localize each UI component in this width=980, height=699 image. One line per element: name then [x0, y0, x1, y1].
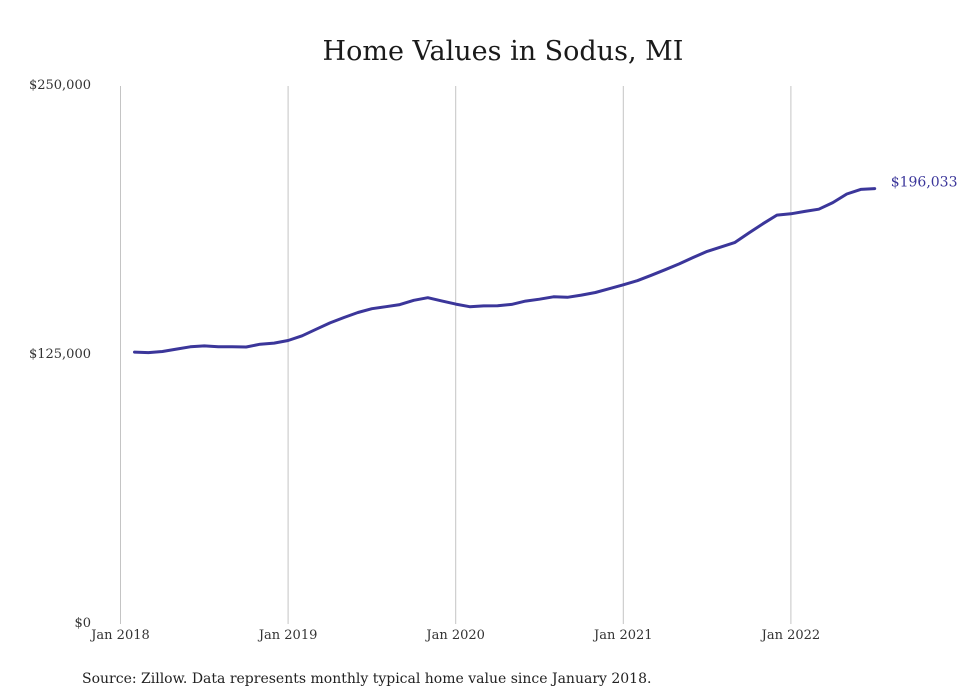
vertical-gridlines — [120, 86, 792, 624]
x-tick-label: Jan 2019 — [257, 628, 318, 643]
y-axis-ticks: $0 $125,000 $250,000 — [29, 78, 91, 631]
source-note: Source: Zillow. Data represents monthly … — [82, 671, 651, 687]
x-tick-label: Jan 2022 — [760, 628, 821, 643]
x-tick-label: Jan 2020 — [424, 628, 485, 643]
y-tick-label: $125,000 — [29, 347, 91, 362]
y-tick-label: $250,000 — [29, 78, 91, 93]
y-tick-label: $0 — [74, 616, 91, 631]
end-value-label: $196,033 — [891, 175, 958, 191]
x-axis-ticks: Jan 2018 Jan 2019 Jan 2020 Jan 2021 Jan 2022 — [89, 628, 820, 643]
chart-title: Home Values in Sodus, MI — [323, 36, 684, 67]
x-tick-label: Jan 2018 — [89, 628, 150, 643]
x-tick-label: Jan 2021 — [592, 628, 653, 643]
series-line-home-value — [133, 187, 877, 355]
